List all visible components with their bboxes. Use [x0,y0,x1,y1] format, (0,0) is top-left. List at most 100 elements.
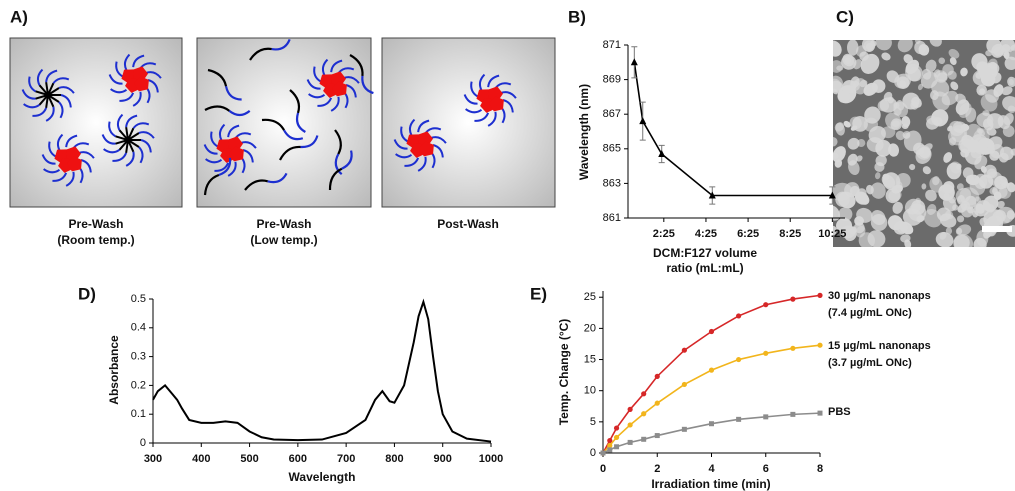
marker [639,117,647,125]
marker [708,328,715,335]
x-axis-label: DCM:F127 volume [653,246,757,260]
series-line [152,298,492,443]
particle [888,189,902,202]
caption: Post-Wash [437,217,499,231]
x-tick-label: 4:25 [695,228,717,240]
particle [975,203,985,214]
x-axis-label: ratio (mL:mL) [666,261,743,275]
polymer-arm [227,161,237,177]
polymer-arm [242,149,254,163]
polymer-arm [21,89,36,100]
y-tick-label: 0.5 [131,293,146,305]
x-tick-label: 0 [600,463,606,475]
particle [881,52,891,61]
marker [736,416,742,422]
particle [960,201,971,211]
free-chain-blue [228,109,251,117]
polymer-core [118,129,129,141]
particle [949,57,957,65]
particle [1004,56,1015,71]
marker [627,422,633,428]
nanonap-core [66,146,81,162]
particle [909,163,916,171]
y-tick-label: 15 [584,353,596,365]
y-tick-label: 10 [584,385,596,397]
particle [854,216,865,226]
marker [641,436,647,442]
particle [847,137,860,150]
panel-label: A) [10,7,28,26]
polymer-arm [218,123,226,141]
particle [979,88,986,95]
marker [641,411,647,417]
polymer-arm [308,93,326,99]
polymer-arm [45,69,58,83]
polymer-arm [58,101,64,119]
y-tick-label: 5 [590,416,596,428]
nanonap-core [133,66,148,82]
free-chain-black [349,54,364,77]
polymer-arm [203,144,218,155]
free-chain-blue [300,135,319,149]
polymer-arm [345,84,357,98]
particle [880,126,896,139]
polymer-arm [60,94,72,108]
x-tick-label: 600 [289,453,307,465]
nanonap-core [332,81,347,97]
y-tick-label: 871 [603,39,621,51]
panel-label: C) [836,7,854,26]
particle [993,191,1002,201]
y-tick-label: 20 [584,322,596,334]
polymer-core [38,94,49,106]
particle [923,143,933,151]
particle [949,161,962,174]
particle [953,233,974,247]
particle [978,62,998,81]
legend-label: (3.7 µg/mL ONc) [828,357,912,369]
series-line [602,344,821,454]
marker [681,426,687,432]
polymer-arm [465,108,483,114]
polymer-arm [43,168,61,174]
free-chain-blue [341,150,353,170]
x-tick-label: 500 [240,453,258,465]
free-chain-blue [283,129,304,141]
polymer-arm [115,61,124,78]
panel-label: D) [78,284,96,303]
polymer-core [127,132,140,141]
free-chain-blue [224,86,242,101]
particle [839,95,846,103]
polymer-arm [125,151,135,167]
polymer-arm [119,92,135,102]
particle [922,166,931,175]
particle [959,187,980,206]
particle [877,100,890,112]
legend-label: 30 µg/mL nanonaps [828,290,931,302]
free-chain-blue [361,75,374,95]
particle [996,200,1005,209]
particle [901,116,911,128]
free-chain-blue [218,157,232,177]
x-tick-label: 800 [385,453,403,465]
particle [933,117,943,126]
polymer-arm [145,71,162,79]
caption: Pre-Wash [69,217,124,231]
marker [817,342,823,348]
polymer-arm [125,114,138,128]
nanonap-core [228,136,243,152]
particle [993,84,1004,97]
polymer-arm [227,124,240,138]
legend-label: (7.4 µg/mL ONc) [828,307,912,319]
polymer-arm [474,112,490,122]
free-chain-black [203,173,220,196]
sem-image [833,40,1015,247]
x-tick-label: 10:25 [818,228,846,240]
particle [833,205,840,221]
series-line [602,294,821,454]
x-tick-label: 8:25 [779,228,801,240]
particle [956,183,964,191]
y-tick-label: 0.4 [131,322,146,334]
polymer-core [127,127,135,141]
polymer-core [35,94,49,100]
particle [874,172,881,180]
